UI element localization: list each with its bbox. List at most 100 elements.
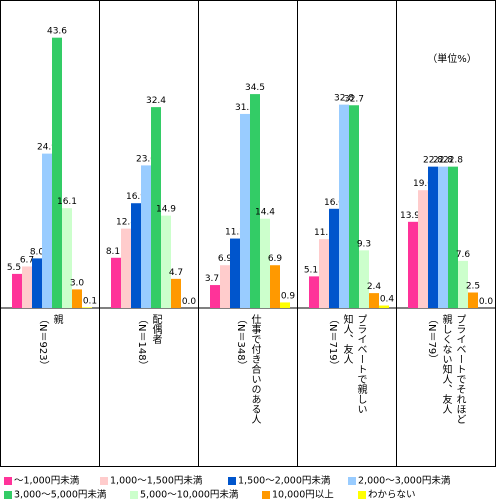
- value-label: 16.1: [57, 197, 77, 207]
- value-label: 0.4: [380, 295, 395, 305]
- legend-swatch: [4, 477, 12, 485]
- legend-swatch: [228, 477, 236, 485]
- bar: [220, 265, 230, 308]
- category-label: 親: [51, 313, 63, 325]
- bar: [379, 305, 389, 308]
- legend-label: わからない: [368, 490, 416, 501]
- legend-swatch: [348, 477, 356, 485]
- bar: [151, 107, 161, 309]
- category-label: （N＝719）: [327, 314, 339, 371]
- bar: [359, 250, 369, 308]
- value-label: 14.9: [156, 205, 176, 215]
- value-label: 23.0: [136, 154, 156, 164]
- legend-swatch: [130, 491, 138, 499]
- value-label: 12.8: [116, 218, 136, 228]
- bar: [72, 289, 82, 308]
- value-label: 0.0: [479, 297, 494, 307]
- bar: [12, 273, 22, 308]
- value-label: 31.3: [235, 103, 255, 113]
- bar: [428, 166, 438, 308]
- legend-label: 3,000～5,000円未満: [14, 489, 107, 501]
- bar: [468, 292, 478, 308]
- value-label: 6.9: [268, 254, 283, 264]
- category-label: プライベートで親しい: [355, 314, 367, 414]
- value-label: 8.1: [106, 247, 120, 257]
- bar: [329, 208, 339, 308]
- value-label: 2.5: [466, 282, 480, 292]
- value-label: 9.3: [357, 239, 371, 249]
- bar: [82, 307, 92, 308]
- bar: [121, 228, 131, 308]
- bar: [260, 218, 270, 308]
- value-label: 0.9: [281, 291, 296, 301]
- value-label: 0.0: [182, 297, 197, 307]
- bar: [418, 190, 428, 308]
- category-label: （N＝79）: [426, 314, 438, 364]
- value-label: 22.8: [423, 156, 443, 166]
- bar: [270, 265, 280, 308]
- legend-label: ～1,000円未満: [14, 475, 80, 487]
- frame: [0, 0, 496, 467]
- legend-label: 2,000～3,000円未満: [358, 475, 451, 487]
- value-label: 2.4: [367, 282, 382, 292]
- legend-label: 1,000～1,500円未満: [110, 475, 203, 487]
- value-label: 16.0: [324, 198, 344, 208]
- bar: [349, 105, 359, 308]
- bar: [42, 153, 52, 308]
- bar: [458, 260, 468, 308]
- value-label: 24.9: [37, 143, 57, 153]
- bar: [309, 276, 319, 308]
- legend-swatch: [358, 491, 366, 499]
- value-label: 8.0: [30, 247, 45, 257]
- bar: [448, 166, 458, 308]
- bar: [161, 215, 171, 308]
- value-label: 5.5: [7, 263, 21, 273]
- value-label: 0.1: [83, 296, 97, 306]
- value-label: 22.8: [443, 156, 463, 166]
- bar: [280, 302, 290, 308]
- value-label: 32.7: [344, 94, 364, 104]
- value-label: 11.2: [225, 228, 245, 238]
- bar: [131, 203, 141, 308]
- value-label: 5.1: [304, 265, 318, 275]
- value-label: 34.5: [245, 83, 265, 93]
- legend-label: 1,500～2,000円未満: [238, 475, 331, 487]
- value-label: 6.9: [218, 254, 233, 264]
- value-label: 22.8: [433, 156, 453, 166]
- value-label: 13.9: [400, 211, 420, 221]
- bar: [111, 257, 121, 308]
- bar: [319, 239, 329, 308]
- legend-label: 10,000円以上: [272, 490, 334, 501]
- category-label: 配偶者: [150, 314, 162, 345]
- value-label: 32.4: [146, 96, 166, 106]
- bar: [210, 285, 220, 308]
- bar: [52, 37, 62, 309]
- category-label: 知人、友人: [341, 313, 353, 364]
- value-label: 3.7: [205, 274, 219, 284]
- bar: [240, 113, 250, 308]
- value-label: 14.4: [255, 208, 275, 218]
- bar: [171, 278, 181, 308]
- bar: [22, 266, 32, 308]
- category-label: 仕事で付き合いのある人: [249, 313, 261, 424]
- value-label: 16.9: [126, 192, 146, 202]
- legend-label: 5,000～10,000円未満: [140, 489, 239, 501]
- category-label: プライベートでそれほど: [454, 314, 466, 424]
- value-label: 6.7: [20, 255, 34, 265]
- value-label: 32.8: [334, 94, 354, 104]
- bar: [32, 258, 42, 308]
- bar: [62, 208, 72, 308]
- category-label: 親しくない知人、友人: [440, 313, 452, 414]
- value-label: 4.7: [169, 268, 183, 278]
- bar: [438, 166, 448, 308]
- category-label: （N＝348）: [235, 314, 247, 371]
- bar: [141, 165, 151, 308]
- bar: [339, 104, 349, 308]
- value-label: 43.6: [47, 27, 67, 37]
- legend-swatch: [4, 491, 12, 499]
- value-label: 19.0: [413, 179, 433, 189]
- bar: [369, 293, 379, 308]
- legend-swatch: [262, 491, 270, 499]
- legend-swatch: [100, 477, 108, 485]
